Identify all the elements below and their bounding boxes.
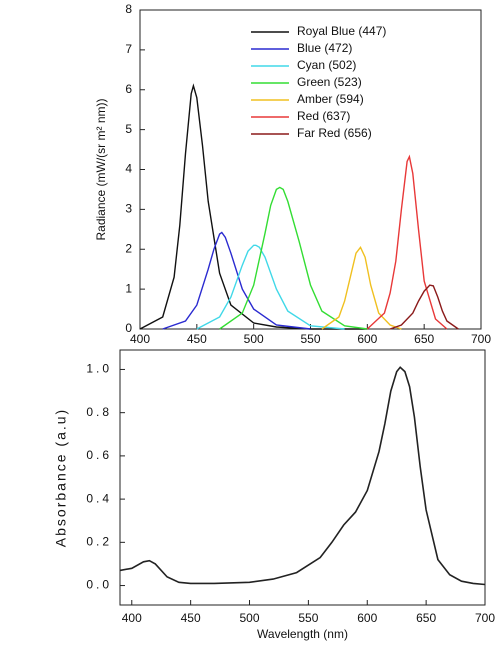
- x-tick-label: 450: [187, 332, 207, 346]
- y-tick-label: 1: [125, 281, 132, 295]
- x-tick-label: 700: [475, 611, 495, 625]
- series-line: [119, 366, 486, 586]
- x-tick-label: 400: [130, 332, 150, 346]
- x-tick-label: 450: [181, 611, 201, 625]
- legend-label: Blue (472): [297, 41, 352, 55]
- y-tick-label: 3: [125, 202, 132, 216]
- y-tick-label: 1.0: [86, 362, 112, 376]
- x-tick-label: 400: [122, 611, 142, 625]
- y-axis-title: Absorbance (a.u): [53, 408, 69, 547]
- y-tick-label: 0.2: [86, 535, 112, 549]
- y-axis-title: Radiance (mW/(sr m² nm)): [94, 98, 108, 240]
- legend-label: Cyan (502): [297, 58, 356, 72]
- chart: 400450500550600650700012345678Wavelength…: [94, 2, 491, 363]
- legend-label: Amber (594): [297, 92, 364, 106]
- x-tick-label: 600: [357, 611, 377, 625]
- series-line: [162, 231, 311, 330]
- chart: 400 450 500 550 600 650 700 0.0 0.2 0.4 0.6 0.8 1.0 W…: [53, 349, 495, 641]
- y-tick-label: 0: [125, 321, 132, 335]
- y-tick-label: 0.8: [86, 405, 112, 419]
- series-line: [366, 154, 448, 330]
- x-tick-label: 650: [416, 611, 436, 625]
- y-tick-label: 8: [125, 2, 132, 16]
- x-tick-label: 500: [244, 332, 264, 346]
- y-tick-label: 0.0: [86, 578, 112, 592]
- y-tick-label: 4: [125, 162, 132, 176]
- y-tick-label: 6: [125, 82, 132, 96]
- y-tick-label: 5: [125, 122, 132, 136]
- x-tick-label: 550: [300, 332, 320, 346]
- panel-background: [0, 346, 503, 649]
- plot-frame: [119, 349, 486, 606]
- series-line: [139, 83, 368, 330]
- y-tick-label: 2: [125, 241, 132, 255]
- series-line: [219, 186, 368, 330]
- legend-label: Far Red (656): [297, 126, 372, 140]
- x-tick-label: 600: [357, 332, 377, 346]
- series-line: [321, 245, 402, 330]
- y-tick-label: 0.6: [86, 448, 112, 462]
- legend-label: Red (637): [297, 109, 350, 123]
- x-tick-label: 650: [414, 332, 434, 346]
- legend-label: Royal Blue (447): [297, 24, 386, 38]
- legend-label: Green (523): [297, 75, 362, 89]
- x-tick-label: 550: [298, 611, 318, 625]
- y-tick-label: 0.4: [86, 491, 112, 505]
- series-line: [196, 244, 345, 330]
- x-tick-label: 700: [471, 332, 491, 346]
- y-tick-label: 7: [125, 42, 132, 56]
- x-tick-label: 500: [240, 611, 260, 625]
- x-axis-title: Wavelength (nm): [257, 627, 348, 641]
- series-line: [389, 284, 459, 330]
